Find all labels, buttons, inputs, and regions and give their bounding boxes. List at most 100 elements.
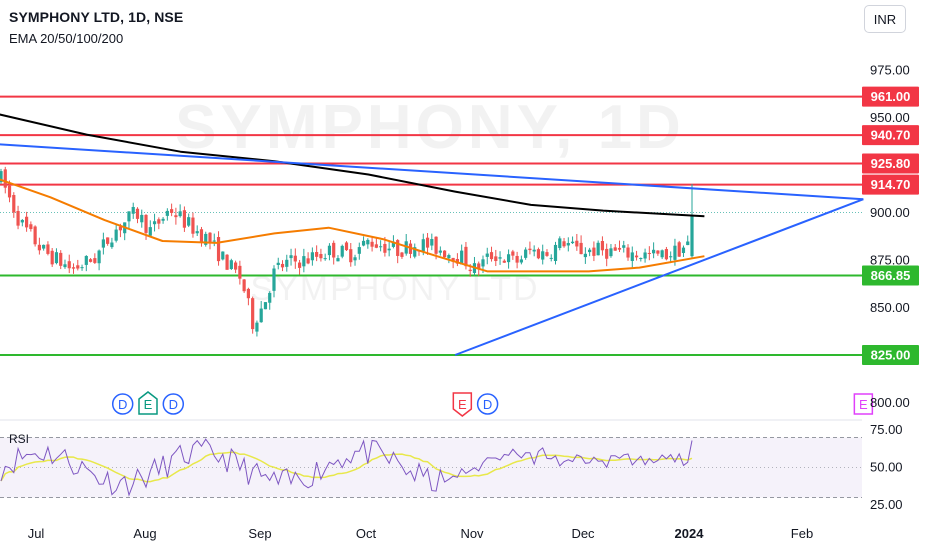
candle-body bbox=[319, 253, 323, 259]
candle-body bbox=[302, 256, 306, 267]
candle-body bbox=[549, 257, 553, 259]
candle-body bbox=[46, 244, 50, 254]
candle-body bbox=[617, 247, 622, 250]
candle-body bbox=[255, 322, 259, 332]
level-tag-866.85 bbox=[862, 265, 919, 286]
candle-body bbox=[622, 245, 626, 248]
candle-body bbox=[204, 233, 208, 245]
watermark-text: SYMPHONY, 1D bbox=[175, 93, 685, 162]
candle-body bbox=[208, 232, 212, 244]
candle-body bbox=[541, 251, 545, 260]
candle-body bbox=[187, 217, 191, 226]
candle-body bbox=[306, 258, 310, 264]
candle-body bbox=[481, 259, 485, 267]
x-tick-label: Dec bbox=[571, 526, 595, 541]
candle-body bbox=[0, 171, 3, 183]
rsi-tick-label: 50.00 bbox=[870, 460, 903, 475]
candle-body bbox=[88, 259, 93, 262]
candle-body bbox=[323, 258, 327, 260]
candle-body bbox=[212, 240, 216, 242]
candle-body bbox=[605, 248, 609, 259]
x-tick-label: Sep bbox=[248, 526, 271, 541]
candle-body bbox=[344, 242, 349, 251]
candle-body bbox=[489, 252, 494, 260]
candle-body bbox=[76, 265, 80, 269]
candle-body bbox=[464, 246, 468, 267]
candle-body bbox=[310, 252, 314, 261]
candle-body bbox=[225, 254, 229, 270]
candle-body bbox=[29, 224, 33, 230]
x-tick-label: Oct bbox=[356, 526, 377, 541]
candle-body bbox=[379, 246, 383, 248]
candle-body bbox=[191, 217, 195, 234]
chart-title: SYMPHONY LTD, 1D, NSE bbox=[9, 9, 184, 25]
rsi-line bbox=[0, 438, 693, 497]
candle-body bbox=[84, 255, 88, 265]
marker-label: E bbox=[458, 397, 467, 412]
candle-body bbox=[12, 195, 16, 213]
candle-body bbox=[562, 241, 566, 247]
candle-body bbox=[50, 250, 54, 265]
currency-button[interactable]: INR bbox=[864, 5, 906, 33]
ema-slow-line bbox=[0, 113, 705, 218]
candle-body bbox=[221, 251, 225, 260]
rsi-panel bbox=[0, 419, 862, 498]
candle-body bbox=[438, 250, 442, 253]
candle-body bbox=[468, 269, 472, 272]
candle-body bbox=[536, 249, 541, 259]
price-tick-label: 800.00 bbox=[870, 395, 910, 410]
candle-body bbox=[140, 214, 144, 223]
candle-body bbox=[374, 244, 378, 248]
candle-body bbox=[511, 251, 515, 256]
candle-body bbox=[357, 247, 361, 254]
candle-body bbox=[524, 249, 528, 258]
candles bbox=[0, 166, 694, 337]
candle-body bbox=[110, 242, 114, 248]
candle-body bbox=[502, 260, 506, 263]
candle-body bbox=[447, 255, 451, 259]
candle-body bbox=[592, 247, 596, 256]
candle-body bbox=[54, 252, 59, 264]
candle-body bbox=[485, 253, 489, 257]
marker-label: E bbox=[144, 397, 153, 412]
level-label-825.00: 825.00 bbox=[871, 348, 911, 363]
candle-body bbox=[677, 242, 681, 257]
candle-body bbox=[178, 211, 182, 217]
candle-body bbox=[161, 218, 165, 221]
candle-body bbox=[626, 247, 630, 258]
level-tag-925.80 bbox=[862, 153, 919, 174]
candle-body bbox=[451, 257, 455, 262]
candle-body bbox=[157, 219, 161, 224]
y-axis: 75.0050.0025.00975.00950.00900.00875.008… bbox=[870, 63, 910, 513]
price-tick-label: 875.00 bbox=[870, 253, 910, 268]
candle-body bbox=[285, 259, 289, 267]
candle-body bbox=[97, 250, 101, 264]
price-tick-label: 900.00 bbox=[870, 205, 910, 220]
candle-body bbox=[7, 185, 12, 198]
candle-body bbox=[106, 237, 110, 244]
candle-body bbox=[528, 248, 532, 251]
candle-body bbox=[3, 169, 7, 188]
candle-body bbox=[268, 292, 272, 303]
candle-body bbox=[515, 255, 519, 263]
candle-body bbox=[259, 308, 263, 323]
candle-body bbox=[477, 263, 481, 270]
rsi-label: RSI bbox=[9, 432, 30, 446]
candle-body bbox=[630, 252, 634, 261]
candle-body bbox=[506, 254, 511, 263]
candle-body bbox=[276, 262, 280, 265]
candle-body bbox=[24, 216, 29, 228]
candle-body bbox=[425, 237, 430, 248]
candle-body bbox=[361, 240, 366, 246]
candle-body bbox=[195, 231, 199, 234]
candle-body bbox=[643, 252, 647, 259]
x-tick-label: Nov bbox=[460, 526, 484, 541]
candle-body bbox=[609, 248, 613, 257]
level-label-940.70: 940.70 bbox=[871, 128, 911, 143]
trendlines bbox=[0, 143, 864, 356]
candle-body bbox=[532, 249, 536, 252]
level-label-866.85: 866.85 bbox=[871, 268, 911, 283]
candle-body bbox=[199, 229, 204, 243]
candle-body bbox=[238, 265, 242, 279]
